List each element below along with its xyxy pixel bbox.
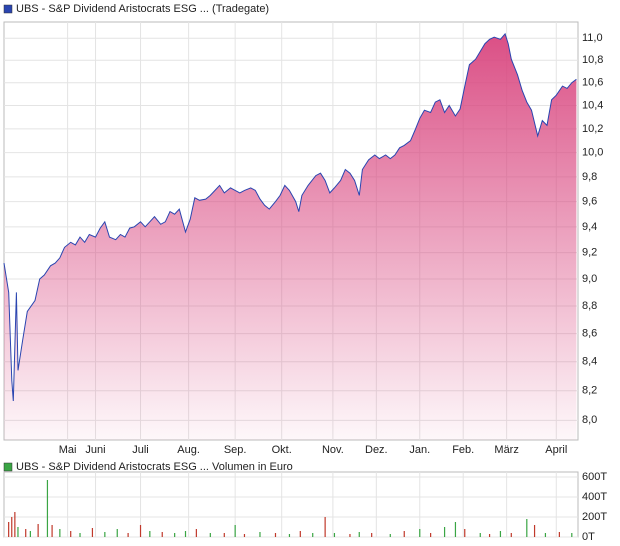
x-tick-label: Nov.: [322, 444, 344, 456]
volume-bar: [243, 534, 246, 537]
volume-bar: [324, 517, 326, 537]
volume-bar: [70, 531, 72, 537]
x-tick-label: Jan.: [409, 444, 430, 456]
y-tick-label: 0T: [582, 531, 595, 543]
volume-bar: [571, 533, 573, 537]
volume-bar: [223, 533, 225, 537]
volume-bar: [419, 529, 421, 537]
volume-bar: [533, 525, 536, 537]
x-tick-label: April: [545, 444, 567, 456]
x-tick-label: März: [494, 444, 518, 456]
volume-bar: [149, 531, 151, 537]
volume-bar: [299, 531, 301, 537]
volume-bar: [195, 529, 197, 537]
volume-bar: [184, 531, 187, 537]
x-tick-label: Juli: [132, 444, 149, 456]
y-tick-label: 10,2: [582, 123, 603, 135]
x-tick-label: Aug.: [177, 444, 200, 456]
price-area: [4, 33, 577, 441]
y-tick-label: 8,4: [582, 356, 597, 368]
volume-bar: [14, 512, 16, 537]
y-tick-label: 10,6: [582, 77, 603, 89]
y-tick-label: 8,8: [582, 300, 597, 312]
volume-bar: [349, 534, 351, 537]
volume-bar: [11, 517, 13, 537]
y-tick-label: 10,4: [582, 99, 603, 111]
volume-bar: [79, 533, 81, 537]
y-tick-label: 11,0: [582, 32, 603, 44]
volume-bar: [464, 529, 466, 537]
volume-bar: [403, 531, 405, 537]
legend-label: UBS - S&P Dividend Aristocrats ESG ... (…: [16, 3, 269, 15]
y-tick-label: 10,0: [582, 147, 603, 159]
volume-bar: [209, 533, 211, 537]
volume-bar: [312, 533, 314, 537]
y-tick-label: 9,8: [582, 171, 597, 183]
volume-bar: [510, 533, 512, 537]
y-tick-label: 10,8: [582, 54, 603, 66]
x-tick-label: Sep.: [224, 444, 247, 456]
y-tick-label: 9,2: [582, 247, 597, 259]
volume-bar: [499, 531, 502, 537]
x-tick-label: Okt.: [272, 444, 292, 456]
y-tick-label: 600T: [582, 471, 607, 483]
volume-bar: [139, 525, 142, 537]
volume-bar: [259, 532, 261, 537]
x-tick-label: Dez.: [365, 444, 388, 456]
x-tick-label: Feb.: [452, 444, 474, 456]
volume-bar: [104, 532, 106, 537]
volume-bar: [333, 533, 336, 537]
volume-bar: [544, 533, 547, 537]
volume-bar: [51, 525, 53, 537]
y-tick-label: 9,0: [582, 273, 597, 285]
legend-swatch: [3, 4, 13, 14]
volume-bar: [371, 533, 373, 537]
volume-bar: [17, 527, 19, 537]
legend-label: UBS - S&P Dividend Aristocrats ESG ... V…: [16, 461, 293, 473]
volume-bar: [37, 524, 39, 537]
x-tick-label: Juni: [85, 444, 105, 456]
volume-bar: [488, 534, 491, 537]
volume-bar: [91, 528, 94, 537]
volume-bar: [479, 533, 481, 537]
legend-swatch: [3, 462, 13, 472]
volume-bar: [25, 529, 27, 537]
volume-bar: [358, 532, 360, 537]
volume-bar: [558, 532, 560, 537]
volume-bar: [8, 522, 10, 537]
y-tick-label: 8,6: [582, 327, 597, 339]
x-tick-label: Mai: [59, 444, 77, 456]
volume-bar: [443, 527, 446, 537]
y-tick-label: 8,0: [582, 414, 597, 426]
y-tick-label: 8,2: [582, 385, 597, 397]
volume-bar: [430, 533, 432, 537]
volume-bar: [59, 529, 61, 537]
volume-bar: [526, 519, 528, 537]
volume-bar: [46, 480, 49, 537]
volume-bar: [288, 534, 291, 537]
volume-frame: [3, 471, 579, 538]
volume-bar: [174, 533, 176, 537]
y-tick-label: 9,4: [582, 221, 597, 233]
volume-bar: [127, 533, 129, 537]
volume-bar: [29, 531, 31, 537]
volume-bar: [234, 525, 236, 537]
y-tick-label: 400T: [582, 491, 607, 503]
volume-bar: [389, 534, 391, 537]
volume-bar: [161, 532, 163, 537]
volume-bar: [274, 533, 277, 537]
y-tick-label: 200T: [582, 511, 607, 523]
price-line: [3, 32, 577, 402]
volume-bar: [454, 522, 457, 537]
volume-bar: [116, 529, 118, 537]
y-tick-label: 9,6: [582, 195, 597, 207]
